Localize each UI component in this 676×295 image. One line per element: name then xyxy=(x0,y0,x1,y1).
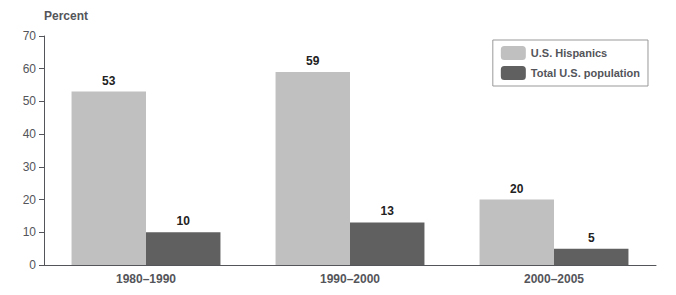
svg-text:20: 20 xyxy=(510,182,524,196)
svg-text:10: 10 xyxy=(177,214,191,228)
svg-text:59: 59 xyxy=(306,54,320,68)
svg-text:70: 70 xyxy=(23,29,37,43)
svg-text:60: 60 xyxy=(23,62,37,76)
svg-text:10: 10 xyxy=(23,225,37,239)
svg-text:1990–2000: 1990–2000 xyxy=(320,272,380,286)
svg-text:U.S. Hispanics: U.S. Hispanics xyxy=(531,47,607,59)
svg-text:53: 53 xyxy=(102,74,116,88)
svg-text:Total U.S. population: Total U.S. population xyxy=(531,67,640,79)
svg-text:0: 0 xyxy=(29,258,36,272)
svg-text:2000–2005: 2000–2005 xyxy=(524,272,584,286)
svg-text:5: 5 xyxy=(588,231,595,245)
svg-text:40: 40 xyxy=(23,127,37,141)
svg-text:50: 50 xyxy=(23,94,37,108)
svg-text:13: 13 xyxy=(381,204,395,218)
svg-text:1980–1990: 1980–1990 xyxy=(116,272,176,286)
svg-text:20: 20 xyxy=(23,193,37,207)
svg-text:Percent: Percent xyxy=(44,9,88,23)
svg-text:30: 30 xyxy=(23,160,37,174)
